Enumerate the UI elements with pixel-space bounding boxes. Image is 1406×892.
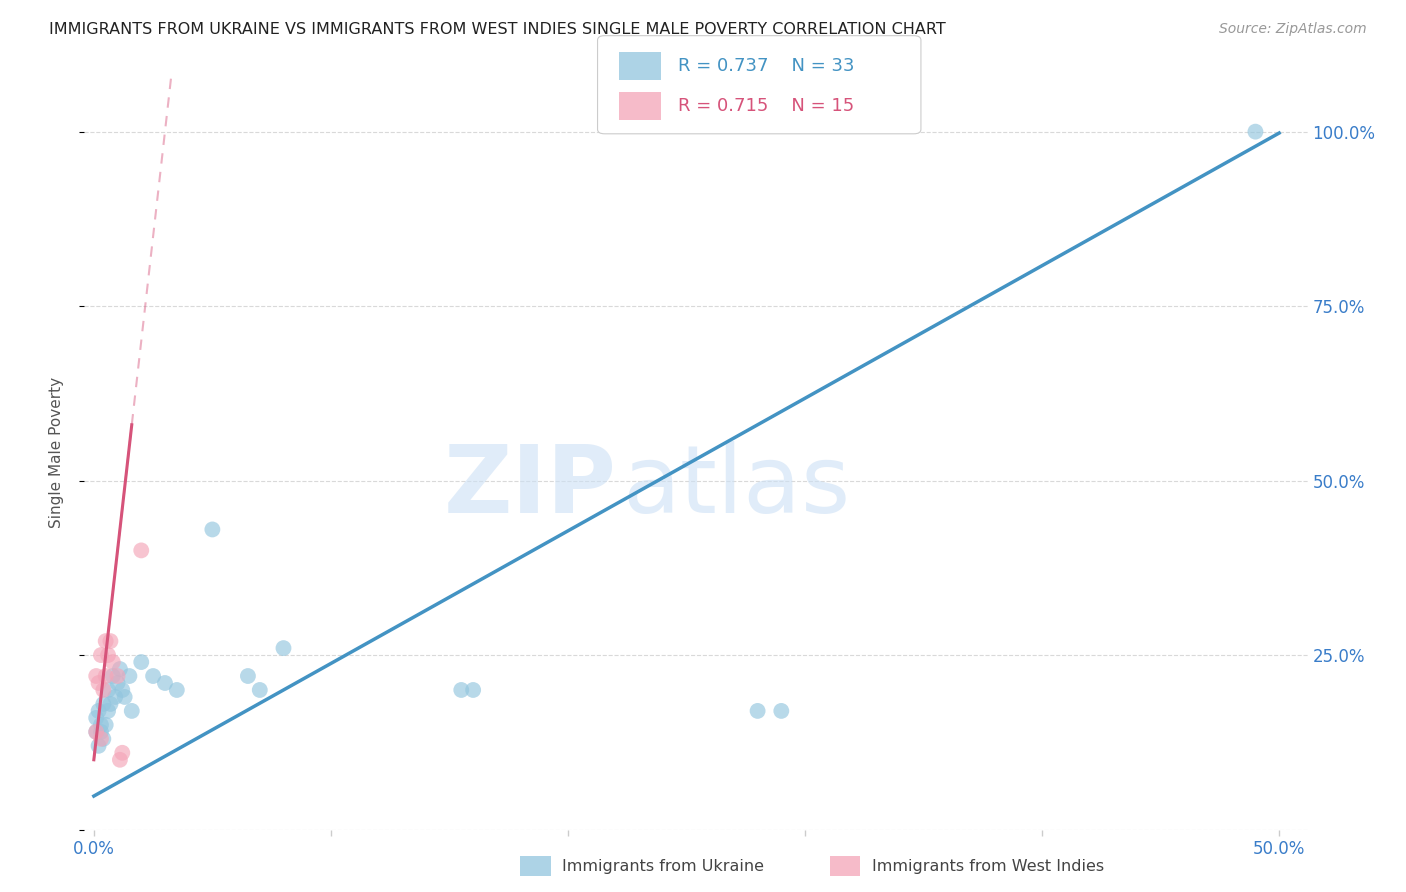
Point	[111, 746, 134, 760]
Point	[90, 731, 112, 746]
Point	[87, 676, 110, 690]
Point	[129, 543, 152, 558]
Point	[166, 683, 188, 698]
Text: Immigrants from Ukraine: Immigrants from Ukraine	[562, 859, 765, 873]
Point	[111, 683, 134, 698]
Point	[101, 669, 124, 683]
Point	[1244, 125, 1267, 139]
Point	[236, 669, 259, 683]
Point	[100, 634, 122, 648]
Point	[97, 683, 120, 698]
Point	[90, 648, 112, 662]
Point	[94, 669, 117, 683]
Point	[90, 718, 112, 732]
Y-axis label: Single Male Poverty: Single Male Poverty	[49, 377, 63, 528]
Point	[91, 731, 114, 746]
Point	[90, 724, 112, 739]
Point	[118, 669, 141, 683]
Point	[108, 662, 131, 676]
Point	[201, 523, 224, 537]
Point	[91, 683, 114, 698]
Point	[94, 718, 117, 732]
Point	[107, 669, 129, 683]
Point	[249, 683, 271, 698]
Point	[101, 655, 124, 669]
Text: R = 0.737    N = 33: R = 0.737 N = 33	[678, 57, 855, 75]
Point	[97, 648, 120, 662]
Point	[463, 683, 485, 698]
Point	[91, 697, 114, 711]
Point	[84, 724, 107, 739]
Text: Source: ZipAtlas.com: Source: ZipAtlas.com	[1219, 22, 1367, 37]
Point	[84, 711, 107, 725]
Point	[100, 697, 122, 711]
Point	[84, 724, 107, 739]
Point	[87, 704, 110, 718]
Point	[104, 690, 127, 704]
Text: Immigrants from West Indies: Immigrants from West Indies	[872, 859, 1104, 873]
Point	[87, 739, 110, 753]
Point	[84, 669, 107, 683]
Point	[450, 683, 472, 698]
Point	[747, 704, 769, 718]
Point	[121, 704, 143, 718]
Text: IMMIGRANTS FROM UKRAINE VS IMMIGRANTS FROM WEST INDIES SINGLE MALE POVERTY CORRE: IMMIGRANTS FROM UKRAINE VS IMMIGRANTS FR…	[49, 22, 946, 37]
Point	[273, 641, 295, 656]
Text: ZIP: ZIP	[443, 441, 616, 533]
Point	[142, 669, 165, 683]
Point	[97, 704, 120, 718]
Point	[107, 676, 129, 690]
Point	[114, 690, 136, 704]
Point	[153, 676, 176, 690]
Text: R = 0.715    N = 15: R = 0.715 N = 15	[678, 97, 853, 115]
Point	[94, 634, 117, 648]
Point	[108, 753, 131, 767]
Point	[770, 704, 793, 718]
Point	[129, 655, 152, 669]
Text: atlas: atlas	[623, 441, 851, 533]
